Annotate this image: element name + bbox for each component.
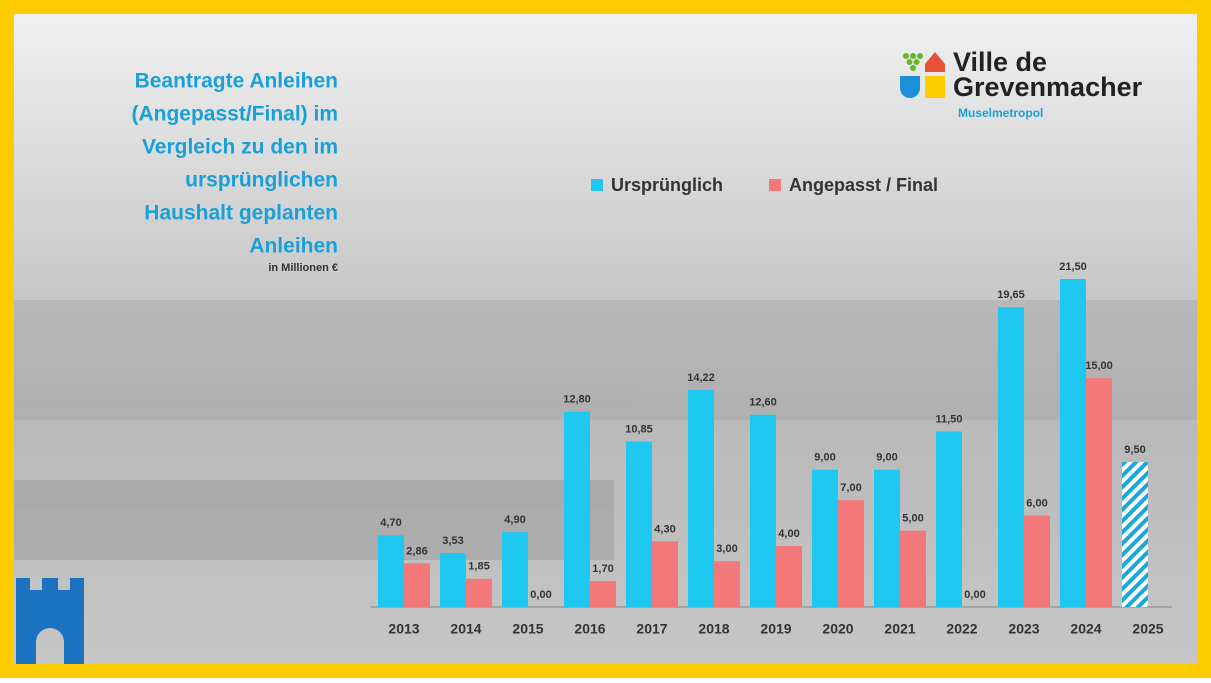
x-tick-label: 2021 (884, 621, 915, 637)
bar (900, 531, 926, 607)
title-line: Beantragte Anleihen (135, 70, 338, 93)
x-tick-label: 2013 (388, 621, 419, 637)
value-label: 10,85 (625, 423, 653, 435)
x-tick-label: 2022 (946, 621, 977, 637)
bar (1024, 515, 1050, 607)
bar (378, 535, 404, 607)
bar (1060, 279, 1086, 607)
value-label: 1,70 (592, 563, 613, 575)
value-label: 6,00 (1026, 497, 1047, 509)
bar (714, 561, 740, 607)
value-label: 9,50 (1124, 444, 1145, 456)
title-line: (Angepasst/Final) im (131, 103, 338, 126)
x-tick-label: 2016 (574, 621, 605, 637)
bar (652, 541, 678, 607)
legend-label: Angepasst / Final (789, 175, 938, 195)
x-tick-label: 2023 (1008, 621, 1039, 637)
title-line: Anleihen (249, 235, 338, 258)
value-label: 5,00 (902, 513, 923, 525)
x-tick-label: 2025 (1132, 621, 1163, 637)
legend-swatch (769, 179, 781, 191)
bar (874, 470, 900, 607)
value-label: 4,70 (380, 517, 401, 529)
subtitle: in Millionen € (268, 262, 338, 274)
value-label: 1,85 (468, 561, 489, 573)
bar (1086, 378, 1112, 607)
bar (838, 500, 864, 607)
bar (502, 532, 528, 607)
bar (440, 553, 466, 607)
title-line: ursprünglichen (185, 169, 338, 192)
bar (750, 415, 776, 607)
value-label: 0,00 (530, 589, 551, 601)
x-tick-label: 2014 (450, 621, 481, 637)
legend-swatch (591, 179, 603, 191)
x-tick-label: 2018 (698, 621, 729, 637)
page: {"chart_data": {"type": "bar", "title": … (0, 0, 1211, 678)
x-tick-label: 2020 (822, 621, 853, 637)
value-label: 0,00 (964, 589, 985, 601)
x-tick-label: 2015 (512, 621, 543, 637)
value-label: 9,00 (814, 452, 835, 464)
title-line: Haushalt geplanten (144, 202, 338, 225)
value-label: 11,50 (936, 413, 963, 425)
value-label: 3,53 (442, 535, 463, 547)
value-label: 4,90 (504, 514, 525, 526)
brand-name: Grevenmacher (953, 72, 1143, 102)
bar (776, 546, 802, 607)
bar (998, 307, 1024, 607)
bar (466, 579, 492, 607)
value-label: 3,00 (716, 543, 737, 555)
value-label: 14,22 (687, 372, 715, 384)
legend-label: Ursprünglich (611, 175, 723, 195)
bar (564, 412, 590, 607)
brand-tagline: Muselmetropol (958, 106, 1043, 120)
bar (936, 432, 962, 607)
bar (812, 470, 838, 607)
x-tick-label: 2017 (636, 621, 667, 637)
value-label: 2,86 (406, 545, 427, 557)
title-line: Vergleich zu den im (142, 136, 338, 159)
bar (626, 441, 652, 607)
chart: Ville de Grevenmacher Muselmetropol Bean… (0, 0, 1211, 678)
bar (1122, 462, 1148, 607)
value-label: 9,00 (876, 452, 897, 464)
value-label: 12,80 (563, 394, 591, 406)
value-label: 4,30 (654, 523, 675, 535)
x-tick-label: 2024 (1070, 621, 1101, 637)
bar (688, 390, 714, 607)
value-label: 12,60 (749, 397, 777, 409)
value-label: 21,50 (1059, 261, 1087, 273)
value-label: 7,00 (840, 482, 861, 494)
x-tick-label: 2019 (760, 621, 791, 637)
bar (404, 563, 430, 607)
value-label: 15,00 (1085, 360, 1113, 372)
bar (590, 581, 616, 607)
value-label: 4,00 (778, 528, 799, 540)
value-label: 19,65 (997, 289, 1025, 301)
